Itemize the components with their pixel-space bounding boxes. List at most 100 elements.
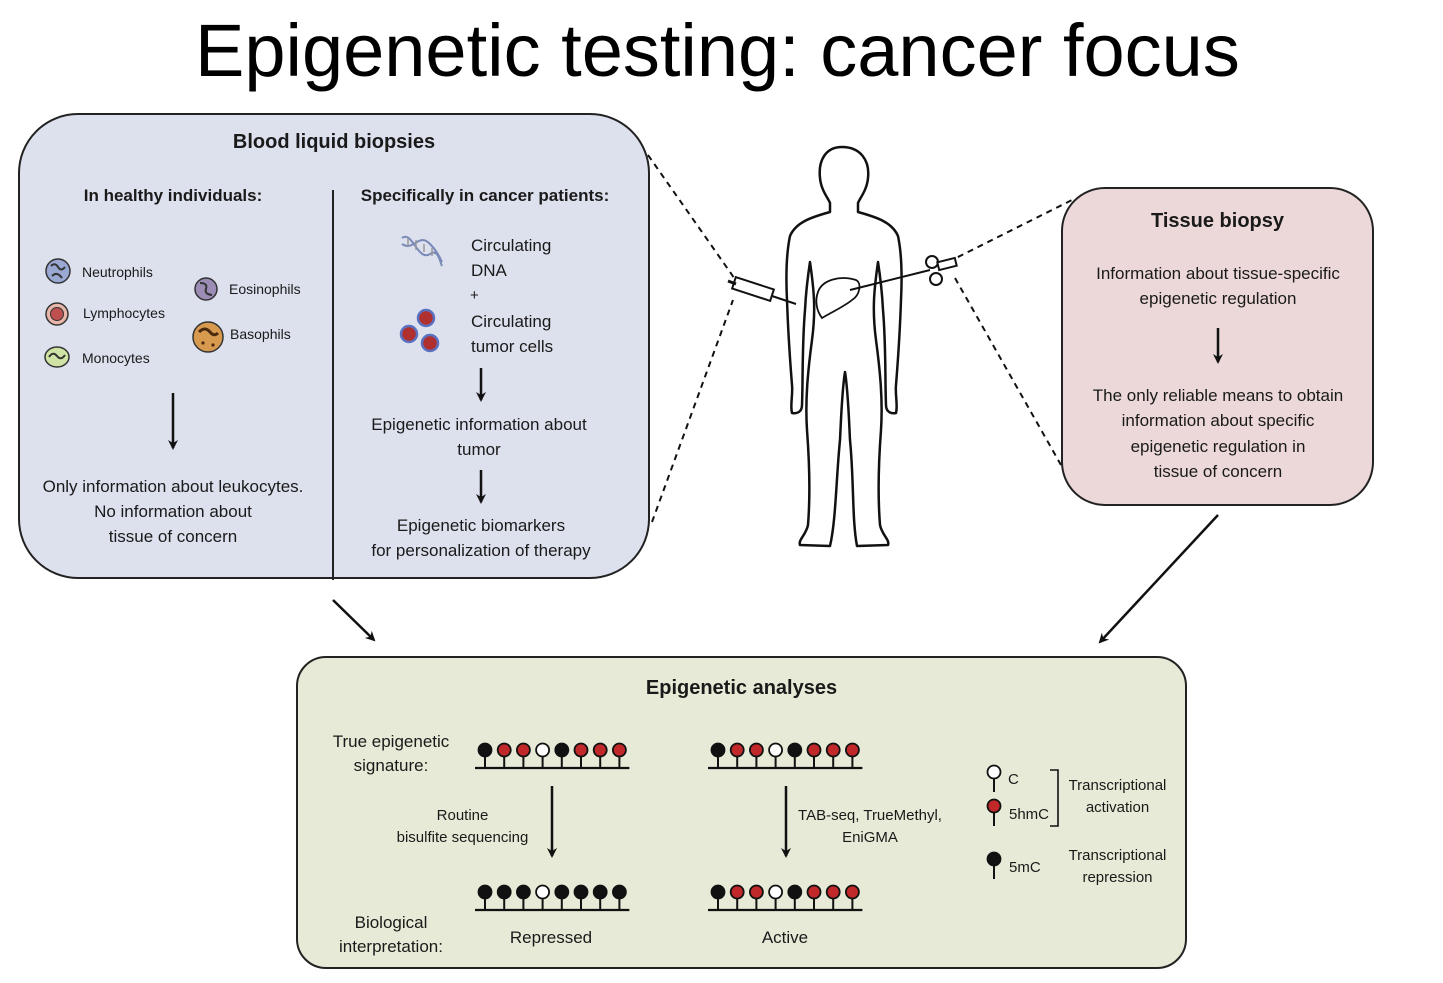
legend-c-label: C [1008,771,1019,788]
cpg-site-5hmc [845,884,860,910]
routine-line-1: Routine [436,807,489,824]
cpg-site-5mc [592,884,608,910]
cpg-site-5hmc [845,742,860,768]
liver-icon [815,277,861,320]
tab-seq-line-2: EniGMA [842,829,898,846]
dashed-connector-tissue-top [947,199,1073,263]
true-signature-line-2: signature: [353,756,429,775]
bisulfite-left-lollipops [475,884,630,912]
healthy-conclusion-line-2: No information about [94,502,252,521]
biomarkers-line-2: for personalization of therapy [371,541,591,560]
analyses-heading: Epigenetic analyses [645,677,838,699]
biopsy-tool-icon [849,255,958,291]
true-signature-left-lollipops [475,742,630,770]
cpg-site-5mc [477,742,493,768]
cpg-site-5hmc [749,884,764,910]
circulating-cells-line-1: Circulating [471,312,552,331]
dashed-connector-blood-top [647,154,738,283]
legend-5hmc-symbol [986,798,1002,826]
tissue-info-line-1: Information about tissue-specific [1096,264,1340,283]
monocyte-icon [44,346,70,368]
cpg-site-5hmc [749,742,764,768]
cpg-site-5hmc [592,742,608,768]
bio-interp-line-2: interpretation: [339,937,443,956]
legend-c-symbol [986,764,1002,792]
cpg-site-c [768,884,783,910]
cpg-site-5mc [516,884,531,910]
tissue-info-line-2: epigenetic regulation [1139,289,1297,308]
true-signature-right-lollipops [708,742,863,770]
tab-seq-line-1: TAB-seq, TrueMethyl, [798,807,942,824]
active-label: Active [761,928,809,947]
syringe-icon [727,275,797,305]
cpg-site-5hmc [729,742,745,768]
cpg-site-5hmc [729,884,745,910]
dna-icon [401,235,443,267]
cpg-site-c [535,742,550,768]
cell-label-neutrophils: Neutrophils [82,264,153,280]
tumor-cells-icon [399,308,440,353]
cpg-site-5mc [612,884,627,910]
cpg-site-5mc [787,884,803,910]
cpg-site-5hmc [806,742,822,768]
cpg-site-5hmc [825,884,841,910]
tissue-means-line-1: The only reliable means to obtain [1092,386,1344,405]
cpg-site-5mc [554,884,570,910]
lymphocyte-icon [45,302,69,326]
blood-to-analyses-arrow [332,599,376,642]
cpg-site-5hmc [806,884,822,910]
cpg-site-c [768,742,783,768]
healthy-conclusion-line-1: Only information about leukocytes. [42,477,304,496]
tab-seq-right-lollipops [708,884,863,912]
cpg-site-5hmc [825,742,841,768]
plus-sign: + [470,287,479,304]
cell-label-lymphocytes: Lymphocytes [83,305,165,321]
basophil-icon [192,321,224,353]
cpg-site-5hmc [496,742,512,768]
tissue-to-analyses-arrow [1098,514,1219,644]
tissue-heading: Tissue biopsy [1150,210,1284,232]
cpg-site-5hmc [573,742,589,768]
epigenetic-analyses-panel [296,656,1187,969]
healthy-conclusion-line-3: tissue of concern [108,527,238,546]
page-title: Epigenetic testing: cancer focus [195,9,1240,92]
cpg-site-c [535,884,550,910]
cpg-site-5hmc [612,742,627,768]
cpg-site-5mc [710,884,726,910]
eosinophil-icon [194,277,218,301]
dashed-connector-tissue-bottom [954,277,1062,466]
cell-label-eosinophils: Eosinophils [229,281,301,297]
legend-activation-line-2: activation [1085,799,1150,816]
tumor-info-line-1: Epigenetic information about [371,415,587,434]
biomarkers-line-1: Epigenetic biomarkers [396,516,566,535]
circulating-dna-line-2: DNA [471,261,507,280]
cpg-site-5mc [554,742,570,768]
legend-5hmc-label: 5hmC [1009,806,1050,823]
repressed-label: Repressed [509,928,593,947]
circulating-cells-line-2: tumor cells [471,337,554,356]
true-signature-line-1: True epigenetic [332,732,450,751]
legend-5mc-label: 5mC [1009,859,1041,876]
cell-label-monocytes: Monocytes [82,350,150,366]
circulating-dna-line-1: Circulating [471,236,552,255]
blood-heading: Blood liquid biopsies [232,131,436,153]
cpg-site-5hmc [516,742,531,768]
cpg-site-5mc [496,884,512,910]
neutrophil-icon [45,258,71,284]
legend-repression-line-2: repression [1082,869,1153,886]
cpg-site-5mc [573,884,589,910]
healthy-heading: In healthy individuals: [83,186,263,205]
cell-label-basophils: Basophils [230,326,291,342]
human-body-icon [785,145,903,548]
cpg-site-5mc [710,742,726,768]
legend-bracket [1050,769,1059,827]
dashed-connector-blood-bottom [651,299,734,523]
legend-repression-line-1: Transcriptional [1068,847,1167,864]
cancer-heading: Specifically in cancer patients: [360,186,610,205]
legend-activation-line-1: Transcriptional [1068,777,1167,794]
bio-interp-line-1: Biological [354,913,428,932]
tumor-info-line-2: tumor [457,440,501,459]
tissue-means-line-3: epigenetic regulation in [1130,437,1306,456]
cpg-site-5mc [787,742,803,768]
